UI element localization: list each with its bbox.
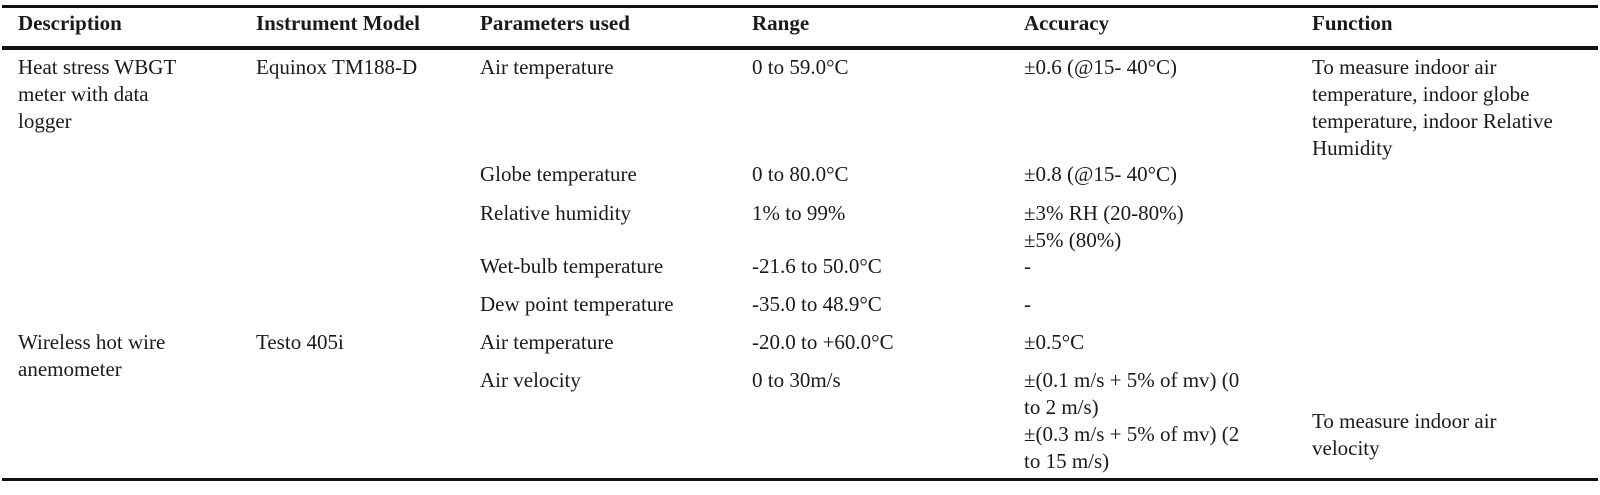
instrument1-description: Heat stress WBGT meter with data logger [18,55,177,133]
table-cell-parameter: Dew point temperature [480,292,674,316]
table-cell-parameter: Globe temperature [480,162,637,186]
header-accuracy: Accuracy [1024,11,1110,35]
table-cell-parameter: Air velocity [480,368,581,392]
table-header-rule [2,46,1598,50]
table-cell-range: 0 to 59.0°C [752,55,849,79]
table-cell-accuracy: ±0.6 (@15- 40°C) [1024,55,1177,79]
table-cell-range: -20.0 to +60.0°C [752,330,894,354]
table-cell-parameter: Wet-bulb temperature [480,254,664,278]
instrument2-function: To measure indoor air velocity [1312,409,1497,460]
table-cell-accuracy: ±(0.1 m/s + 5% of mv) (0 to 2 m/s) ±(0.3… [1024,368,1240,473]
table-bottom-rule [2,478,1598,481]
table-cell-range: 1% to 99% [752,201,846,225]
header-parameters-used: Parameters used [480,11,630,35]
table-cell-accuracy: ±3% RH (20-80%) ±5% (80%) [1024,201,1184,252]
table-cell-range: 0 to 30m/s [752,368,841,392]
table-cell-range: 0 to 80.0°C [752,162,849,186]
table-cell-accuracy: - [1024,254,1031,278]
instrument1-function: To measure indoor air temperature, indoo… [1312,55,1553,160]
instrument1-model: Equinox TM188-D [256,55,418,79]
table-cell-accuracy: ±0.8 (@15- 40°C) [1024,162,1177,186]
table-cell-parameter: Air temperature [480,55,614,79]
instrument2-model: Testo 405i [256,330,344,354]
header-range: Range [752,11,810,35]
table-top-rule [2,5,1598,8]
table-cell-parameter: Relative humidity [480,201,632,225]
header-function: Function [1312,11,1393,35]
instrument2-description: Wireless hot wire anemometer [18,330,166,381]
table-cell-accuracy: ±0.5°C [1024,330,1085,354]
table-cell-range: -35.0 to 48.9°C [752,292,882,316]
table-cell-range: -21.6 to 50.0°C [752,254,882,278]
header-instrument-model: Instrument Model [256,11,420,35]
header-description: Description [18,11,122,35]
table-cell-accuracy: - [1024,292,1031,316]
table-cell-parameter: Air temperature [480,330,614,354]
